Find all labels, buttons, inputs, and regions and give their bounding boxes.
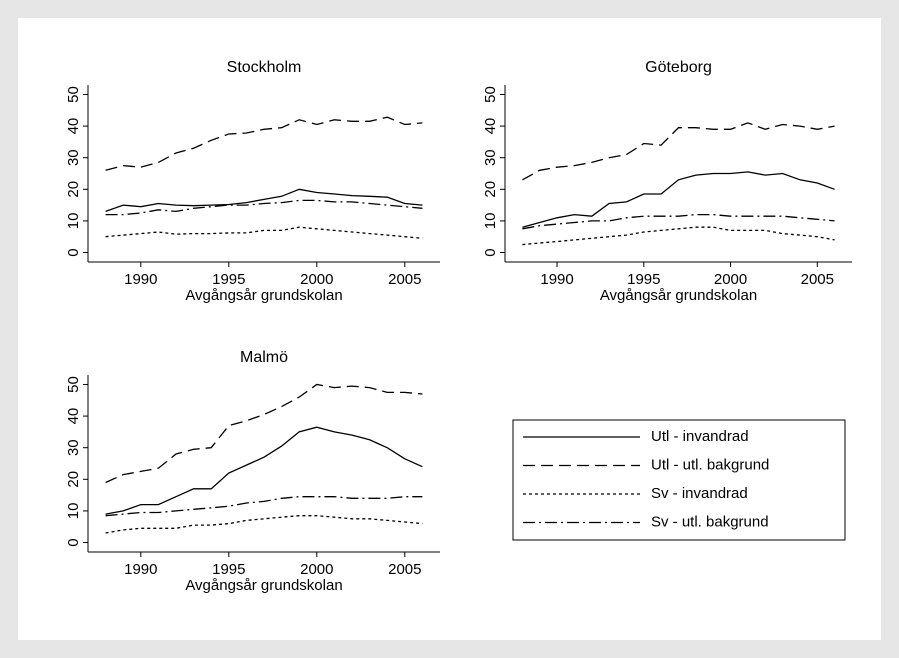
y-tick-label: 40 bbox=[65, 118, 82, 135]
y-tick-label: 10 bbox=[65, 503, 82, 520]
series-line bbox=[105, 116, 423, 171]
y-tick-label: 0 bbox=[65, 538, 82, 546]
y-tick-label: 10 bbox=[482, 213, 499, 230]
x-tick-label: 2000 bbox=[714, 271, 747, 288]
series-line bbox=[522, 213, 835, 230]
legend-label: Utl - invandrad bbox=[651, 428, 749, 445]
x-tick-label: 1990 bbox=[124, 271, 157, 288]
y-tick-label: 0 bbox=[482, 248, 499, 256]
x-tick-label: 2005 bbox=[801, 271, 834, 288]
x-axis-label: Avgångsår grundskolan bbox=[185, 577, 342, 594]
panel-title: Malmö bbox=[240, 349, 288, 366]
y-tick-label: 0 bbox=[65, 248, 82, 256]
y-tick-label: 20 bbox=[65, 471, 82, 488]
y-tick-label: 40 bbox=[482, 118, 499, 135]
legend-label: Utl - utl. bakgrund bbox=[651, 456, 769, 473]
y-tick-label: 30 bbox=[65, 149, 82, 166]
x-tick-label: 1995 bbox=[212, 561, 245, 578]
series-line bbox=[105, 383, 423, 484]
x-tick-label: 2000 bbox=[300, 271, 333, 288]
x-tick-label: 1990 bbox=[540, 271, 573, 288]
series-line bbox=[105, 426, 423, 515]
x-tick-label: 1995 bbox=[627, 271, 660, 288]
y-tick-label: 50 bbox=[65, 86, 82, 103]
y-tick-label: 30 bbox=[65, 439, 82, 456]
series-line bbox=[105, 199, 423, 216]
series-line bbox=[105, 496, 423, 517]
legend-label: Sv - utl. bakgrund bbox=[651, 513, 769, 530]
y-tick-label: 30 bbox=[482, 149, 499, 166]
inner-background bbox=[18, 18, 881, 640]
y-tick-label: 40 bbox=[65, 408, 82, 425]
y-tick-label: 50 bbox=[482, 86, 499, 103]
series-line bbox=[105, 188, 423, 213]
y-tick-label: 50 bbox=[65, 376, 82, 393]
x-tick-label: 2000 bbox=[300, 561, 333, 578]
panel-title: Stockholm bbox=[227, 59, 302, 76]
y-tick-label: 10 bbox=[65, 213, 82, 230]
series-line bbox=[522, 122, 835, 181]
x-axis-label: Avgångsår grundskolan bbox=[600, 287, 757, 304]
x-tick-label: 1995 bbox=[212, 271, 245, 288]
series-line bbox=[522, 171, 835, 228]
series-line bbox=[105, 226, 423, 239]
y-tick-label: 20 bbox=[482, 181, 499, 198]
x-tick-label: 2005 bbox=[388, 271, 421, 288]
y-tick-label: 20 bbox=[65, 181, 82, 198]
legend-box bbox=[512, 419, 846, 541]
legend-label: Sv - invandrad bbox=[651, 485, 748, 502]
series-line bbox=[522, 226, 835, 246]
panel-title: Göteborg bbox=[645, 59, 712, 76]
x-axis-label: Avgångsår grundskolan bbox=[185, 287, 342, 304]
series-line bbox=[105, 515, 423, 534]
x-tick-label: 2005 bbox=[388, 561, 421, 578]
x-tick-label: 1990 bbox=[124, 561, 157, 578]
